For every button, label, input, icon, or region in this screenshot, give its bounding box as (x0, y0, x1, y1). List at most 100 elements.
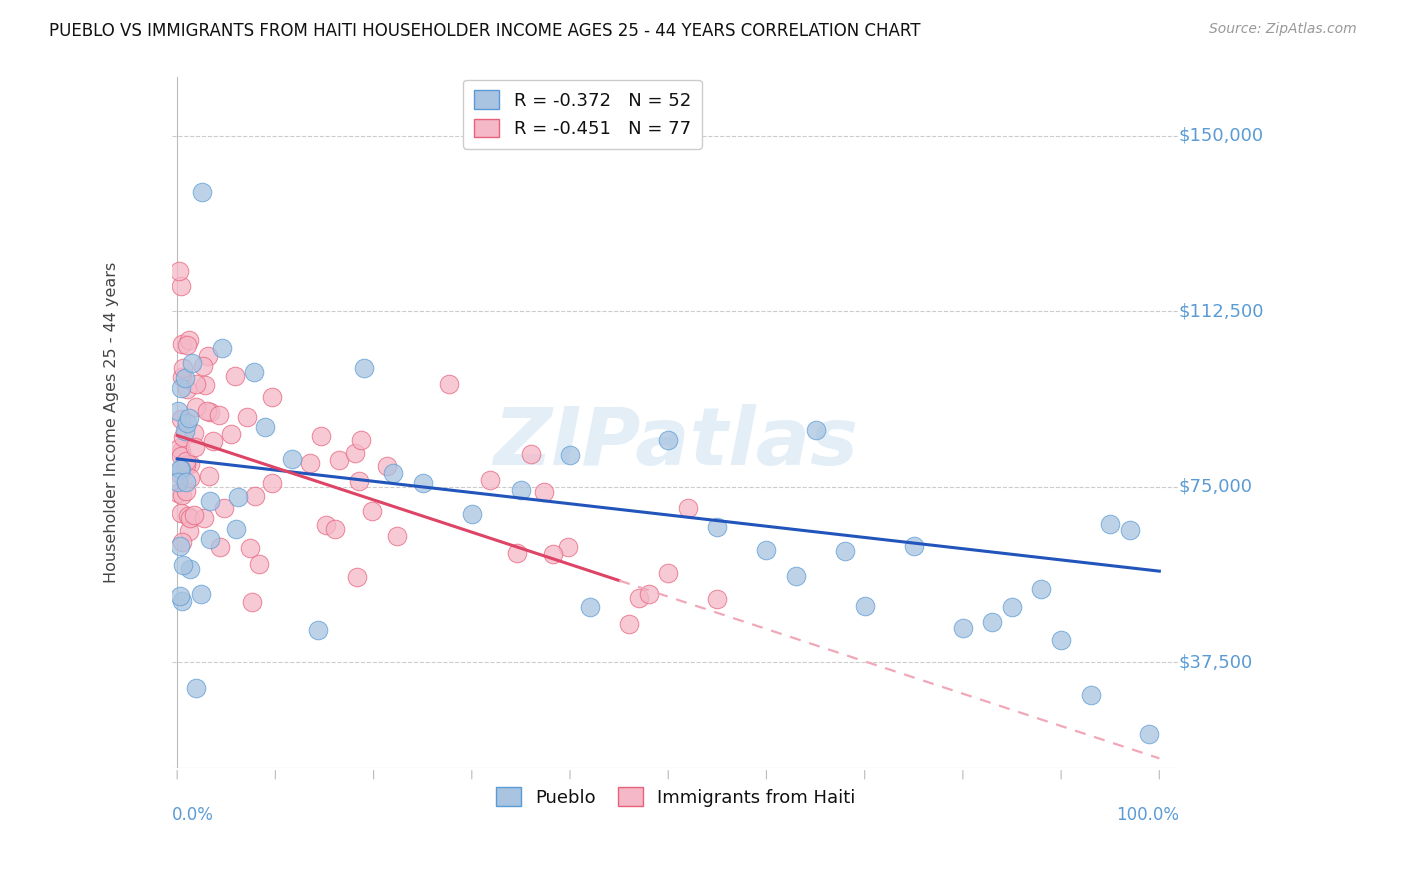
Point (167, 485, 190, 500)
Point (226, 490, 249, 504)
Point (328, 453, 350, 467)
Point (307, 623, 329, 637)
Point (177, 410, 200, 425)
Point (174, 371, 197, 385)
Point (519, 447, 541, 461)
Point (253, 420, 276, 434)
Point (343, 446, 366, 460)
Point (557, 540, 579, 554)
Point (1031, 582, 1053, 596)
Text: $75,000: $75,000 (1180, 478, 1253, 496)
Point (184, 681, 207, 695)
Point (360, 503, 382, 517)
Point (172, 558, 194, 572)
Point (170, 594, 193, 608)
Point (176, 337, 198, 351)
Point (225, 522, 247, 536)
Text: PUEBLO VS IMMIGRANTS FROM HAITI HOUSEHOLDER INCOME AGES 25 - 44 YEARS CORRELATIO: PUEBLO VS IMMIGRANTS FROM HAITI HOUSEHOL… (49, 22, 921, 40)
Text: 0.0%: 0.0% (173, 805, 214, 823)
Point (167, 403, 190, 417)
Point (243, 490, 266, 504)
Point (240, 595, 263, 609)
Point (461, 507, 484, 521)
Point (323, 522, 346, 536)
Text: Householder Income Ages 25 - 44 years: Householder Income Ages 25 - 44 years (104, 262, 120, 583)
Point (183, 425, 205, 440)
Point (170, 506, 193, 520)
Point (209, 540, 232, 554)
Point (197, 468, 219, 483)
Point (804, 423, 827, 437)
Point (262, 390, 284, 404)
Point (167, 264, 190, 278)
Point (184, 440, 207, 454)
Point (181, 355, 204, 369)
Point (190, 587, 212, 601)
Point (195, 404, 218, 418)
Point (785, 569, 807, 583)
Point (172, 361, 194, 376)
Point (198, 532, 221, 546)
Point (211, 341, 233, 355)
Point (224, 369, 246, 384)
Point (169, 467, 191, 481)
Text: 100.0%: 100.0% (1116, 805, 1180, 823)
Point (179, 457, 201, 471)
Point (382, 467, 405, 481)
Point (637, 587, 659, 601)
Point (190, 185, 212, 199)
Point (298, 456, 321, 470)
Point (167, 441, 190, 455)
Point (755, 543, 778, 558)
Point (179, 524, 201, 539)
Point (676, 500, 699, 515)
Text: ZIPatlas: ZIPatlas (494, 404, 858, 483)
Point (197, 349, 219, 363)
Point (186, 376, 208, 391)
Point (174, 475, 197, 489)
Point (169, 540, 191, 554)
Point (235, 410, 257, 425)
Point (169, 589, 191, 603)
Point (952, 621, 974, 635)
Point (834, 543, 856, 558)
Point (200, 405, 222, 419)
Point (170, 462, 193, 476)
Point (174, 458, 197, 472)
Point (170, 450, 193, 464)
Point (706, 519, 728, 533)
Point (183, 508, 205, 522)
Point (657, 566, 679, 581)
Point (350, 433, 373, 447)
Point (853, 599, 876, 614)
Point (179, 471, 201, 485)
Point (346, 570, 368, 584)
Point (558, 448, 581, 462)
Text: $150,000: $150,000 (1180, 127, 1264, 145)
Point (170, 443, 193, 458)
Point (617, 617, 640, 632)
Point (170, 336, 193, 351)
Point (657, 434, 679, 448)
Point (174, 484, 197, 499)
Point (1139, 727, 1161, 741)
Point (353, 360, 375, 375)
Point (170, 488, 193, 502)
Point (541, 547, 564, 561)
Point (169, 462, 191, 476)
Point (375, 458, 398, 473)
Point (193, 359, 215, 373)
Point (706, 592, 728, 607)
Point (242, 365, 264, 379)
Text: $112,500: $112,500 (1180, 302, 1264, 320)
Point (170, 381, 193, 395)
Point (172, 535, 194, 549)
Point (219, 427, 242, 442)
Point (509, 483, 531, 497)
Point (1001, 599, 1024, 614)
Point (1050, 633, 1073, 648)
Point (280, 451, 302, 466)
Point (1099, 517, 1122, 532)
Point (437, 377, 460, 392)
Text: Source: ZipAtlas.com: Source: ZipAtlas.com (1209, 22, 1357, 37)
